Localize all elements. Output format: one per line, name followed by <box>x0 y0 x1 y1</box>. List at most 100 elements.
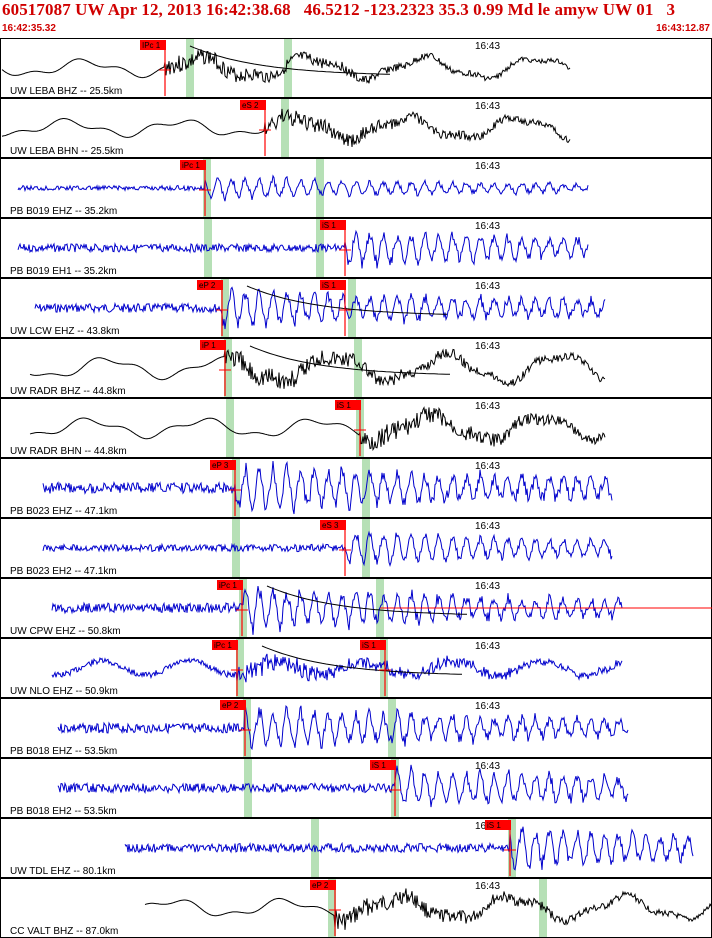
pick-label-box[interactable] <box>310 880 336 890</box>
waveform-trace[interactable] <box>42 460 613 515</box>
station-label: UW TDL EHZ -- 80.1km <box>10 866 116 877</box>
trace-panel[interactable]: 16:43 eP 2 iS 1 UW LCW EHZ -- 43.8km <box>0 278 712 338</box>
pick-label-box[interactable] <box>335 400 361 410</box>
pick-label-box[interactable] <box>320 220 346 230</box>
waveform-trace[interactable] <box>42 530 613 568</box>
waveform-trace[interactable] <box>34 286 606 330</box>
pick-label: eP 2 <box>199 281 216 290</box>
predicted-arrival-band <box>316 159 324 217</box>
phase-pick[interactable]: iS 1 <box>320 220 351 276</box>
station-label: PB B023 EHZ -- 47.1km <box>10 506 117 517</box>
phase-pick[interactable]: iPc 1 <box>217 580 248 636</box>
minute-tick-label: 16:43 <box>475 641 500 652</box>
trace-panel[interactable]: 16:43 IPc 1 UW LEBA BHZ -- 25.5km <box>0 38 712 98</box>
trace-panel[interactable]: 16:43 iPc 1 PB B019 EHZ -- 35.2km <box>0 158 712 218</box>
waveform-trace[interactable] <box>144 888 712 930</box>
pick-label: eS 3 <box>322 521 339 530</box>
trace-panel[interactable]: 16:43 eP 3 PB B023 EHZ -- 47.1km <box>0 458 712 518</box>
pick-label: eP 3 <box>212 461 229 470</box>
station-label: PB B023 EH2 -- 47.1km <box>10 566 117 577</box>
pick-label-box[interactable] <box>240 100 266 110</box>
waveform-trace[interactable] <box>1 49 571 84</box>
pick-label: iS 1 <box>322 221 336 230</box>
pick-label-box[interactable] <box>197 280 223 290</box>
predicted-arrival-band <box>244 759 252 817</box>
minute-tick-label: 16:43 <box>475 761 500 772</box>
trace-panel[interactable]: 16:43 eP 2 PB B018 EHZ -- 53.5km <box>0 698 712 758</box>
window-end-time: 16:43:12.87 <box>656 23 710 34</box>
pick-label: iPc 1 <box>219 581 237 590</box>
pick-label-box[interactable] <box>320 520 346 530</box>
pick-label: IPc 1 <box>142 41 161 50</box>
trace-panel[interactable]: 16:43 eS 2 UW LEBA BHN -- 25.5km <box>0 98 712 158</box>
predicted-arrival-band <box>236 639 244 697</box>
phase-pick[interactable]: eS 3 <box>320 520 351 576</box>
phase-pick[interactable]: IPc 1 <box>140 40 171 96</box>
minute-tick-label: 16:43 <box>475 701 500 712</box>
phase-pick[interactable]: iS 1 <box>320 280 351 336</box>
predicted-arrival-band <box>388 699 396 757</box>
pick-label-box[interactable] <box>370 760 396 770</box>
phase-pick[interactable]: eP 2 <box>310 880 341 936</box>
pick-label: iS 1 <box>322 281 336 290</box>
pick-label-box[interactable] <box>220 700 246 710</box>
phase-pick[interactable]: iPc 1 <box>180 160 211 216</box>
trace-panel[interactable]: 16:43 iP 1 UW RADR BHZ -- 44.8km <box>0 338 712 398</box>
waveform-trace[interactable] <box>17 229 589 269</box>
predicted-arrival-band <box>226 399 234 457</box>
pick-label-box[interactable] <box>140 40 166 50</box>
phase-pick[interactable]: eP 2 <box>197 280 228 336</box>
waveform-trace[interactable] <box>57 764 629 808</box>
pick-label: iPc 1 <box>214 641 232 650</box>
coda-duration-curve <box>261 645 463 675</box>
waveform-trace[interactable] <box>51 586 623 635</box>
coda-duration-curve <box>246 285 448 315</box>
station-label: PB B018 EHZ -- 53.5km <box>10 746 117 757</box>
phase-pick[interactable]: iP 1 <box>200 340 231 396</box>
pick-label-box[interactable] <box>360 640 386 650</box>
phase-pick[interactable]: iS 1 <box>370 760 401 816</box>
trace-panel[interactable]: 16:43 iPc 1 UW CPW EHZ -- 50.8km <box>0 578 712 638</box>
trace-panel[interactable]: 16:43 eP 2 CC VALT BHZ -- 87.0km <box>0 878 712 938</box>
station-label: PB B019 EH1 -- 35.2km <box>10 266 117 277</box>
pick-label-box[interactable] <box>217 580 243 590</box>
station-label: UW LCW EHZ -- 43.8km <box>10 326 119 337</box>
trace-panel[interactable]: 16:43 iPc 1 iS 1 UW NLO EHZ -- 50.9km <box>0 638 712 698</box>
phase-pick[interactable]: eP 2 <box>220 700 251 756</box>
trace-canvas[interactable]: 16:43 IPc 1 UW LEBA BHZ -- 25.5km 16:43 eS 2… <box>0 38 712 938</box>
pick-label: iP 1 <box>202 341 216 350</box>
phase-pick[interactable]: iS 1 <box>485 820 516 876</box>
waveform-trace[interactable] <box>1 108 571 148</box>
phase-pick[interactable]: iS 1 <box>360 640 391 696</box>
trace-panel[interactable]: 16:43 iS 1 UW RADR BHN -- 44.8km <box>0 398 712 458</box>
pick-label: iS 1 <box>487 821 501 830</box>
station-label: UW CPW EHZ -- 50.8km <box>10 626 121 637</box>
seismogram-panel[interactable]: 16:43 IPc 1 UW LEBA BHZ -- 25.5km 16:43 eS 2… <box>0 38 712 938</box>
pick-label-box[interactable] <box>180 160 206 170</box>
pick-label-box[interactable] <box>212 640 238 650</box>
trace-panel[interactable]: 16:43 iS 1 PB B019 EH1 -- 35.2km <box>0 218 712 278</box>
waveform-trace[interactable] <box>29 406 606 452</box>
pick-label-box[interactable] <box>210 460 236 470</box>
trace-panel[interactable]: 16:43 eS 3 PB B023 EH2 -- 47.1km <box>0 518 712 578</box>
phase-pick[interactable]: iS 1 <box>335 400 366 456</box>
trace-panel[interactable]: 16:43 iS 1 PB B018 EH2 -- 53.5km <box>0 758 712 818</box>
predicted-arrival-band <box>224 339 232 397</box>
station-label: UW NLO EHZ -- 50.9km <box>10 686 118 697</box>
waveform-trace[interactable] <box>17 174 589 202</box>
waveform-trace[interactable] <box>29 348 606 389</box>
predicted-arrival-band <box>284 39 292 97</box>
waveform-trace[interactable] <box>124 826 694 871</box>
minute-tick-label: 16:43 <box>475 581 500 592</box>
waveform-trace[interactable] <box>51 653 623 683</box>
pick-label-box[interactable] <box>485 820 511 830</box>
pick-label-box[interactable] <box>200 340 226 350</box>
phase-pick[interactable]: iPc 1 <box>212 640 243 696</box>
predicted-arrival-band <box>239 579 247 637</box>
waveform-trace[interactable] <box>57 702 629 751</box>
phase-pick[interactable]: eS 2 <box>240 100 271 156</box>
phase-pick[interactable]: eP 3 <box>210 460 241 516</box>
station-label: UW LEBA BHN -- 25.5km <box>10 146 123 157</box>
pick-label-box[interactable] <box>320 280 346 290</box>
